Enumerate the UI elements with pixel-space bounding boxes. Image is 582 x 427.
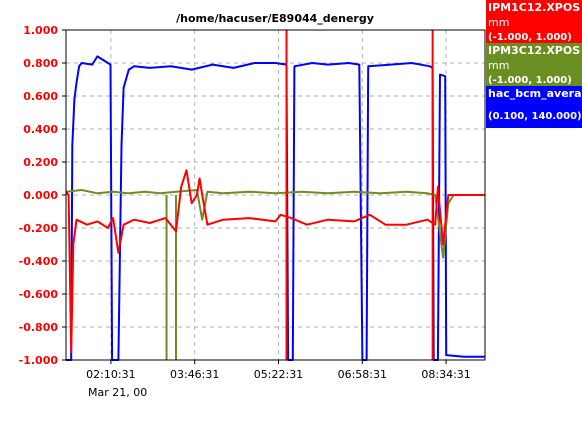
y-tick-label: 1.000 xyxy=(23,24,58,37)
y-tick-label: -0.600 xyxy=(19,288,59,301)
y-tick-label: -0.200 xyxy=(19,222,59,235)
x-tick-label: 03:46:31 xyxy=(170,368,219,381)
legend-series-unit: mm xyxy=(488,16,510,29)
legend-series-name: IPM1C12.XPOS xyxy=(488,1,581,14)
series-line xyxy=(65,169,485,353)
legend-entry-ipm3c12: IPM3C12.XPOS mm (-1.000, 1.000) xyxy=(486,43,582,86)
grid-lines xyxy=(66,29,485,361)
legend-entry-hac-bcm: hac_bcm_avera (0.100, 140.000) xyxy=(486,86,582,128)
y-tick-label: 0.200 xyxy=(23,156,58,169)
legend-series-range: (-1.000, 1.000) xyxy=(488,32,572,43)
y-tick-label: -0.400 xyxy=(19,255,59,268)
y-tick-label: -0.800 xyxy=(19,321,59,334)
x-tick-label: 05:22:31 xyxy=(254,368,303,381)
legend-series-name: hac_bcm_avera xyxy=(488,87,582,100)
series-line xyxy=(65,189,455,259)
chart-title: /home/hacuser/E89044_denergy xyxy=(176,12,374,25)
y-tick-label: 0.000 xyxy=(23,189,58,202)
y-axis: 1.000 0.800 0.600 0.400 0.200 0.000 -0.200 -0.4… xyxy=(19,24,66,367)
x-axis: 02:10:31 03:46:31 05:22:31 06:58:31 08:34:31 xyxy=(86,360,471,381)
series-layer xyxy=(65,30,485,361)
legend-series-range: (0.100, 140.000) xyxy=(488,111,582,122)
x-tick-label: 02:10:31 xyxy=(86,368,135,381)
legend-series-range: (-1.000, 1.000) xyxy=(488,75,572,86)
x-tick-label: 08:34:31 xyxy=(421,368,470,381)
legend-series-name: IPM3C12.XPOS xyxy=(488,44,581,57)
x-axis-date-label: Mar 21, 00 xyxy=(88,386,147,399)
y-tick-label: -1.000 xyxy=(19,354,59,367)
y-tick-label: 0.400 xyxy=(23,123,58,136)
series-line xyxy=(66,55,485,361)
y-tick-label: 0.800 xyxy=(23,57,58,70)
legend-series-unit xyxy=(488,101,582,109)
legend-entry-ipm1c12: IPM1C12.XPOS mm (-1.000, 1.000) xyxy=(486,0,582,43)
y-tick-label: 0.600 xyxy=(23,90,58,103)
legend-series-unit: mm xyxy=(488,59,510,72)
x-tick-label: 06:58:31 xyxy=(338,368,387,381)
